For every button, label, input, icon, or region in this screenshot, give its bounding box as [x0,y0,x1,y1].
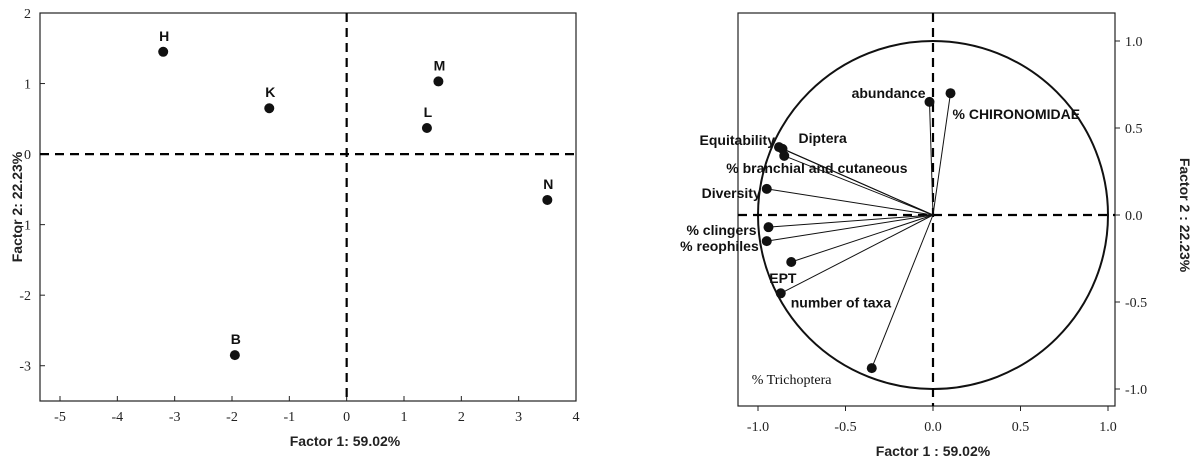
right-x-tick-label: -1.0 [747,420,769,435]
vector-equitability [778,146,934,216]
right-y-tick-label: -0.5 [1125,296,1147,311]
right-y-tick-label: -1.0 [1125,383,1147,398]
left-x-tick-label: -4 [111,410,123,425]
left-x-tick-label: -5 [54,410,66,425]
left-x-tick-label: 3 [515,410,522,425]
vector-label-trichoptera: % Trichoptera [752,373,833,388]
right-y-tick-label: 0.5 [1125,122,1143,137]
left-point-h [158,46,169,57]
left-x-tick-label: -3 [169,410,181,425]
vector-point-trichoptera [866,363,877,374]
vector-reophiles [766,214,934,242]
left-point-label-n: N [543,176,553,192]
left-point-label-k: K [265,84,275,100]
left-x-tick-label: 0 [343,410,350,425]
right-x-tick-label: 1.0 [1099,420,1117,435]
vector-point-clingers [763,222,774,233]
vector-label-branchial-and-cutaneous: % branchial and cutaneous [726,160,907,176]
vector-branchial-and-cutaneous [784,155,934,216]
left-y-tick-label: 2 [24,7,31,22]
left-point-n [542,194,553,205]
right-x-tick-label: 0.5 [1012,420,1030,435]
left-y-axis-title: Factor 2: 22.23% [9,151,25,262]
right-plot-frame [737,12,1116,407]
left-x-tick-label: 2 [458,410,465,425]
left-point-label-b: B [231,331,241,347]
left-y-tick-label: -2 [19,289,31,304]
left-point-l [421,122,432,133]
vector-point-abundance [924,96,935,107]
vector-label-clingers: % clingers [686,222,756,238]
vector-clingers [768,214,934,228]
left-y-tick-label: -1 [19,219,31,234]
right-y-tick-label: 0.0 [1125,209,1143,224]
left-point-label-m: M [434,57,446,73]
vector-point-branchial-and-cutaneous [779,150,790,161]
right-x-tick-label: -0.5 [834,420,856,435]
right-y-tick-label: 1.0 [1125,35,1143,50]
vector-label-diversity: Diversity [702,185,761,201]
vector-point-reophiles [761,236,772,247]
left-point-label-h: H [159,28,169,44]
vector-label-equitability: Equitability [700,132,776,148]
left-point-label-l: L [424,104,433,120]
vector-label-chironomidae: % CHIRONOMIDAE [953,106,1081,122]
left-x-tick-label: 1 [401,410,408,425]
vector-point-number-of-taxa [775,288,786,299]
vector-point-equitability [774,142,784,153]
left-x-tick-label: 4 [573,410,580,425]
vector-point-ept [786,256,797,267]
left-factor-score-plot: -5 -4 -3 -2 -1 0 1 2 3 4 2 1 0 -1 -2 -3 H K M L N B Factor 1… [9,7,580,449]
left-x-tick-label: -1 [283,410,295,425]
left-point-m [433,76,444,87]
left-y-tick-label: -3 [19,360,31,375]
right-y-axis-title: Factor 2 : 22.23% [1177,158,1193,273]
vector-abundance [929,101,934,216]
vector-diversity [766,188,934,216]
right-x-axis-title: Factor 1 : 59.02% [876,443,991,459]
vector-ept [791,214,934,263]
right-correlation-circle-plot: -1.0 -0.5 0.0 0.5 1.0 1.0 0.5 0.0 -0.5 -1.0 abund… [680,12,1193,459]
left-x-tick-label: -2 [226,410,238,425]
left-y-tick-label: 1 [24,78,31,93]
vector-number-of-taxa [780,214,934,294]
vector-chironomidae [932,93,951,216]
left-plot-frame [39,12,577,402]
vector-point-diversity [761,183,772,194]
left-y-tick-label: 0 [24,148,31,163]
vector-label-ept: EPT [769,270,797,286]
vector-trichoptera [871,214,934,369]
vector-label-diptera: Diptera [799,130,847,146]
vector-label-abundance: abundance [852,85,926,101]
vector-label-reophiles: % reophiles [680,238,759,254]
left-point-k [264,103,275,114]
vector-point-chironomidae [945,88,956,99]
right-x-tick-label: 0.0 [924,420,942,435]
vector-label-number-of-taxa: number of taxa [791,294,892,310]
left-point-b [229,350,240,361]
left-x-axis-title: Factor 1: 59.02% [290,433,401,449]
